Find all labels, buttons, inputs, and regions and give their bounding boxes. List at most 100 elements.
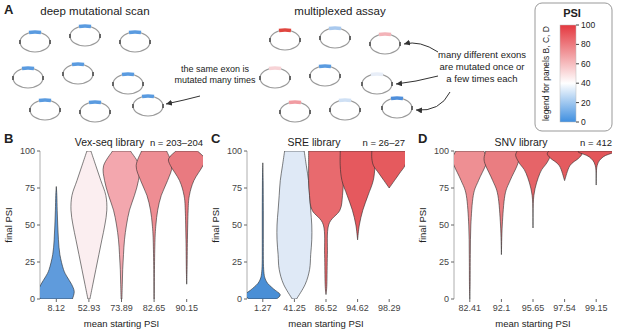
plasmid-ring [260,68,290,88]
x-tick-label: 92.1 [493,303,511,313]
plasmid-ring [70,26,100,46]
plasmid [119,32,151,52]
violin-panel: DSNV libraryn = 412final PSImean startin… [417,131,614,329]
exon [39,98,51,102]
x-tick [501,299,502,302]
plasmid [361,74,393,94]
plasmid-feature [411,106,413,110]
y-tick [37,262,40,263]
violin [547,151,582,181]
violin [454,151,487,299]
plasmid-ring [362,74,392,94]
plasmid [309,66,341,86]
x-tick-label: 98.29 [378,303,401,313]
plasmid [29,100,61,120]
panel-title: SRE library [287,136,341,148]
x-tick-label: 86.52 [315,303,338,313]
y-tick-label: 0 [444,294,449,304]
violin [103,151,140,299]
n-label: n = 26–27 [362,137,405,148]
x-tick [596,299,597,302]
exon [122,72,134,76]
x-tick-label: 8.12 [48,303,66,313]
colorbar-tick [576,122,579,123]
figure: Adeep mutational scanmultiplexed assayth… [0,0,617,334]
legend-title: PSI [563,7,581,19]
legend-box [535,3,612,131]
exon [29,30,41,34]
y-tick-label: 75 [25,183,35,193]
y-tick [451,225,454,226]
annotation: mutated many times [174,75,256,85]
colorbar-tick-label: 0 [581,117,586,127]
x-tick-label: 94.62 [346,303,369,313]
plasmid-ring [270,30,300,50]
plasmid-ring [13,68,43,88]
colorbar-tick-label: 60 [581,59,591,69]
plasmid-ring [280,102,310,122]
exon [279,28,291,32]
plasmid-ring [330,100,360,120]
y-tick-label: 100 [20,146,35,156]
violin [247,163,280,299]
plasmid-feature [399,42,401,46]
arrow [404,43,438,52]
exon [79,24,91,28]
x-tick [56,299,57,302]
plasmid-ring [80,102,110,122]
x-tick-label: 82.41 [459,303,482,313]
plasmid-feature [92,72,94,76]
y-tick-label: 100 [227,146,242,156]
axis-title: mean starting PSI [288,318,364,329]
x-tick [533,299,534,302]
plasmid-ring [370,34,400,54]
plasmid-feature [109,110,111,114]
plasmid-feature [329,108,331,112]
panel-a-title: multiplexed assay [294,5,386,17]
color-bar [560,25,576,122]
y-tick [244,262,247,263]
panel-label: B [4,131,13,146]
legend: PSI020406080100legend for panels B, C, D [535,3,612,131]
plasmid-feature [99,34,101,38]
plasmid [369,34,401,54]
plasmid-feature [309,74,311,78]
colorbar-tick [576,83,579,84]
y-tick-label: 0 [30,294,35,304]
x-tick [262,299,263,302]
exon [142,94,154,98]
arrow [396,76,438,84]
y-tick-label: 100 [434,146,449,156]
x-tick-label: 99.15 [585,303,608,313]
plasmid-ring [310,66,340,86]
panel-label: D [418,131,427,146]
plasmid-feature [42,76,44,80]
plasmid-feature [162,104,164,108]
exon [379,32,391,36]
y-tick [451,299,454,300]
plasmid-feature [319,36,321,40]
exon [319,64,331,68]
plasmid-ring [30,100,60,120]
annotation: many different exons [438,49,526,60]
annotation: are mutated once or [439,61,524,72]
plasmid-feature [149,40,151,44]
colorbar-tick-label: 20 [581,98,591,108]
y-tick-label: 25 [232,257,242,267]
x-tick [88,299,89,302]
y-tick-label: 75 [439,183,449,193]
n-label: n = 203–204 [150,137,203,148]
violin-panel: CSRE libraryn = 26–27final PSImean start… [210,131,407,329]
x-tick-label: 82.65 [143,303,166,313]
x-tick-label: 97.54 [553,303,576,313]
plasmid [112,74,144,94]
plasmid-feature [259,76,261,80]
exon [269,66,281,70]
x-tick-label: 73.89 [110,303,133,313]
annotation: the same exon is [181,64,250,74]
x-tick [389,299,390,302]
violin [578,151,612,185]
exon [371,72,383,76]
axis-title: final PSI [3,207,14,242]
x-tick [469,299,470,302]
